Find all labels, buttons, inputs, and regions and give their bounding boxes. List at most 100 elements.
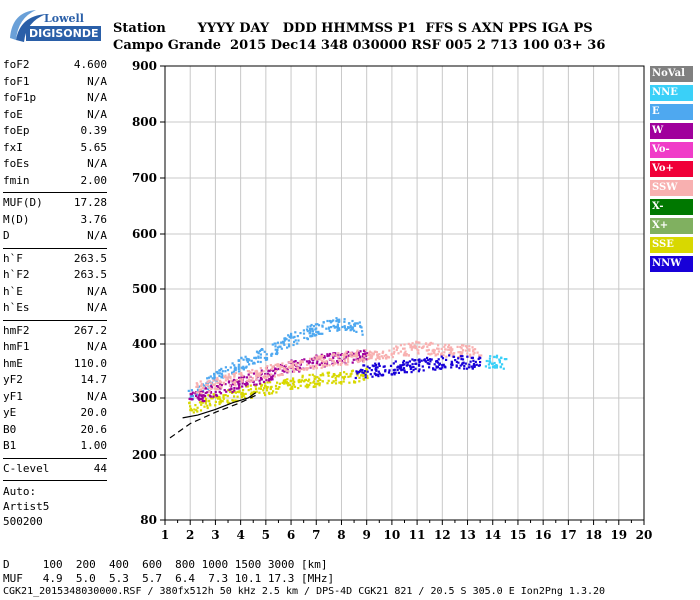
echo-point xyxy=(381,351,384,354)
echo-point xyxy=(428,366,431,369)
echo-point xyxy=(406,361,409,364)
echo-point xyxy=(346,358,350,361)
echo-point xyxy=(227,402,230,405)
echo-point xyxy=(307,362,310,365)
echo-point xyxy=(378,372,381,375)
echo-point xyxy=(298,370,301,373)
echo-point xyxy=(460,358,463,361)
echo-point xyxy=(234,371,238,374)
param-key: B1 xyxy=(3,439,17,452)
echo-point xyxy=(420,346,424,350)
echo-point xyxy=(463,364,466,368)
echo-point xyxy=(287,382,290,385)
echo-point xyxy=(278,382,281,385)
param-value: N/A xyxy=(87,389,107,403)
echo-point xyxy=(393,350,396,353)
echo-point xyxy=(232,373,235,376)
echo-point xyxy=(196,385,199,388)
echo-point xyxy=(270,373,273,376)
echo-point xyxy=(299,384,302,387)
echo-point xyxy=(253,356,256,359)
echo-point xyxy=(266,372,269,375)
echo-point xyxy=(227,375,230,378)
legend-item-e: E xyxy=(650,104,693,120)
echo-point xyxy=(292,362,295,365)
echo-point xyxy=(435,360,438,363)
echo-point xyxy=(212,395,215,398)
echo-point xyxy=(208,379,211,382)
echo-point xyxy=(468,345,471,348)
echo-point xyxy=(232,399,235,402)
echo-point xyxy=(269,387,272,390)
echo-point xyxy=(251,368,254,372)
echo-point xyxy=(366,370,369,373)
echo-point xyxy=(313,375,316,378)
echo-point xyxy=(432,351,435,354)
echo-point xyxy=(293,340,296,343)
echo-point xyxy=(413,345,416,348)
echo-point xyxy=(364,376,367,379)
echo-point xyxy=(438,367,441,370)
echo-point xyxy=(242,367,245,370)
echo-point xyxy=(217,388,220,391)
echo-point xyxy=(309,325,312,328)
echo-point xyxy=(327,371,331,374)
x-tick-label: 18 xyxy=(585,528,602,542)
param-key: B0 xyxy=(3,422,17,436)
echo-point xyxy=(311,333,314,336)
echo-point xyxy=(354,352,357,355)
echo-point xyxy=(245,376,248,379)
echo-point xyxy=(222,394,225,397)
echo-point xyxy=(296,366,299,369)
echo-point xyxy=(418,368,421,371)
echo-point xyxy=(366,374,369,378)
echo-point xyxy=(326,319,329,323)
echo-point xyxy=(392,362,395,365)
echo-point xyxy=(227,373,230,376)
legend-item-nne: NNE xyxy=(650,85,693,101)
echo-point xyxy=(218,374,221,378)
echo-point xyxy=(222,381,225,384)
echo-point xyxy=(329,321,332,324)
echo-point xyxy=(382,357,385,360)
echo-point xyxy=(262,375,265,378)
echo-point xyxy=(240,396,243,399)
echo-point xyxy=(461,344,464,347)
echo-point xyxy=(221,374,224,377)
echo-point xyxy=(219,382,222,385)
echo-point xyxy=(418,345,421,348)
param-key: fmin xyxy=(3,173,30,187)
echo-point xyxy=(263,376,266,380)
echo-point xyxy=(391,356,394,359)
echo-point xyxy=(447,345,450,349)
echo-point xyxy=(256,374,259,377)
echo-point xyxy=(426,362,429,365)
echo-point xyxy=(369,373,372,376)
echo-point xyxy=(217,395,220,399)
echo-point xyxy=(336,318,339,321)
echo-point xyxy=(254,357,257,360)
echo-point xyxy=(275,391,278,394)
echo-point xyxy=(229,390,232,394)
echo-point xyxy=(263,356,266,360)
echo-point xyxy=(346,363,349,366)
echo-point xyxy=(461,358,465,361)
echo-point xyxy=(210,382,213,385)
echo-point xyxy=(209,391,212,394)
echo-point xyxy=(359,325,362,328)
echo-point xyxy=(313,385,316,388)
echo-point xyxy=(226,394,229,398)
x-tick-label: 17 xyxy=(560,528,577,542)
echo-point xyxy=(253,362,256,365)
param-value: 5.65 xyxy=(80,140,108,154)
echo-point xyxy=(440,353,443,356)
echo-point xyxy=(197,391,200,394)
echo-point xyxy=(428,363,431,366)
echo-point xyxy=(221,400,224,403)
echo-point xyxy=(418,360,421,364)
echo-point xyxy=(400,369,403,372)
echo-point xyxy=(392,352,395,355)
echo-point xyxy=(218,369,221,372)
echo-point xyxy=(248,363,251,366)
echo-point xyxy=(336,361,339,364)
